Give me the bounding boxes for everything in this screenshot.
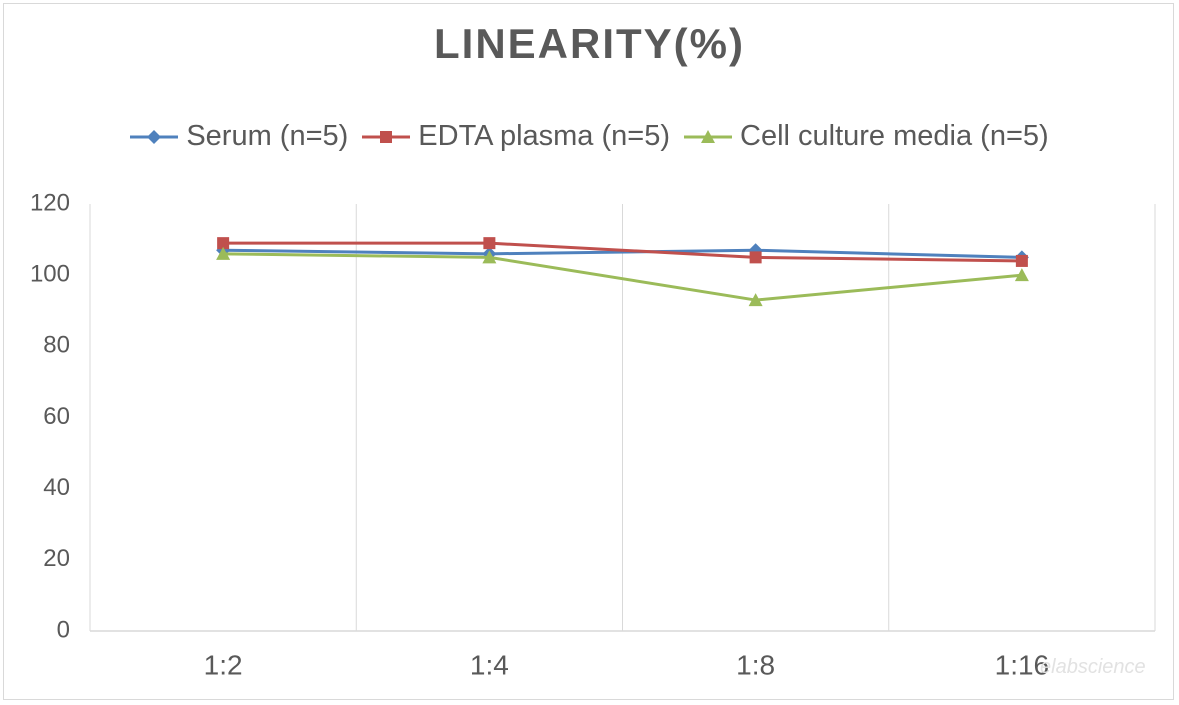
y-tick-label: 20 (43, 545, 70, 572)
chart-legend: Serum (n=5) EDTA plasma (n=5) Cell cultu… (0, 120, 1179, 153)
data-point-edta-plasma (217, 237, 230, 250)
x-tick-label: 1:4 (470, 649, 509, 680)
legend-label-cell-culture-media: Cell culture media (n=5) (740, 120, 1049, 152)
legend-key-cell-culture-media (684, 129, 732, 143)
x-tick-label: 1:8 (736, 649, 775, 680)
legend-label-edta-plasma: EDTA plasma (n=5) (418, 120, 670, 152)
data-point-cell-culture-media (482, 250, 497, 264)
legend-key-edta-plasma (362, 130, 411, 143)
data-point-cell-culture-media (748, 293, 763, 307)
y-tick-label: 100 (30, 261, 70, 288)
legend-label-serum: Serum (n=5) (186, 120, 349, 152)
legend-item-cell-culture-media: Cell culture media (n=5) (684, 120, 1049, 153)
data-point-cell-culture-media (216, 246, 231, 260)
y-tick-label: 40 (43, 474, 70, 501)
chart-title: LINEARITY(%) (434, 20, 745, 67)
series-line-serum (223, 248, 1022, 259)
series-line-edta-plasma (223, 241, 1022, 263)
data-point-edta-plasma (483, 237, 496, 250)
y-tick-label: 0 (57, 616, 70, 643)
y-tick-label: 60 (43, 403, 70, 430)
legend-item-edta-plasma: EDTA plasma (n=5) (362, 120, 670, 153)
legend-key-serum (130, 129, 179, 144)
y-tick-label: 80 (43, 332, 70, 359)
x-tick-label: 1:16 (995, 649, 1050, 680)
data-point-edta-plasma (1015, 254, 1028, 267)
legend-item-serum: Serum (n=5) (130, 120, 348, 153)
data-point-edta-plasma (749, 251, 762, 264)
x-tick-label: 1:2 (204, 649, 243, 680)
watermark: elabscience (1040, 656, 1146, 678)
series-line-cell-culture-media (223, 252, 1023, 302)
chart-frame (3, 3, 1174, 700)
y-tick-label: 120 (30, 189, 70, 216)
data-point-cell-culture-media (1014, 268, 1029, 282)
